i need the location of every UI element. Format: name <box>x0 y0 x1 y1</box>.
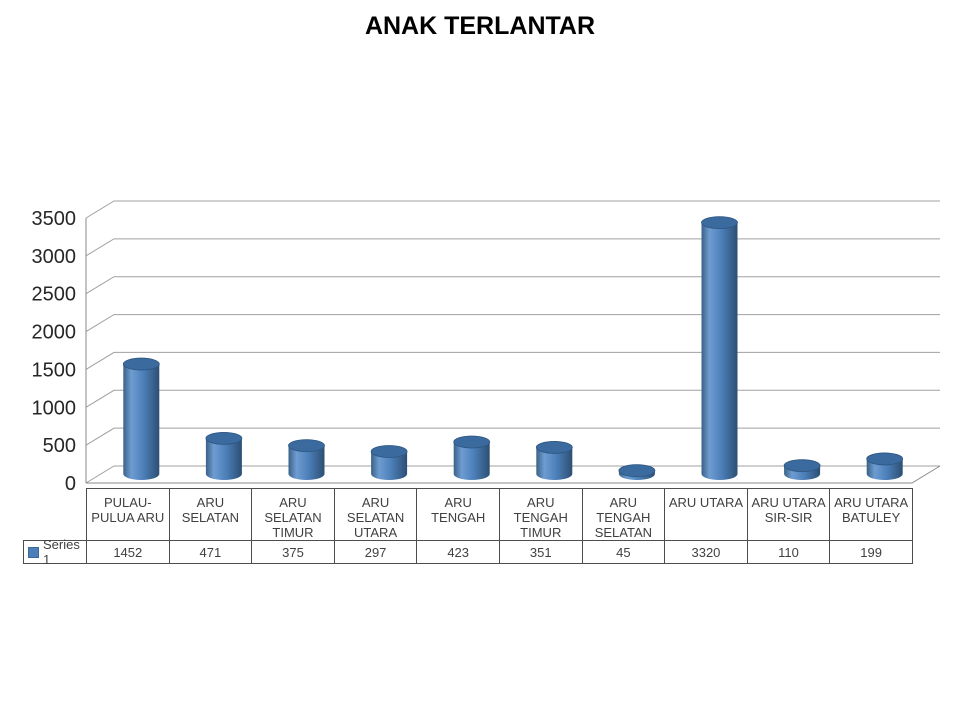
bar-top-cap <box>122 357 160 371</box>
category-cell: ARU SELATAN <box>168 489 252 540</box>
bar-cylinder <box>536 447 573 480</box>
bar-cylinder <box>784 465 821 480</box>
bar-cylinder <box>371 451 408 480</box>
value-cell: 351 <box>498 541 582 563</box>
bar-top-cap <box>866 452 904 466</box>
category-cell: ARU UTARA <box>664 489 747 540</box>
bar-top-cap <box>288 439 325 453</box>
bar-top-cap <box>701 216 738 230</box>
gridline <box>85 314 940 332</box>
bar-cylinder <box>123 364 160 480</box>
value-cell: 1452 <box>113 544 143 560</box>
gridline <box>85 389 940 408</box>
y-tick-label: 2000 <box>32 322 77 344</box>
data-value-row: 1452 471 375 297 423 351 45 3320 110 199 <box>86 540 913 564</box>
y-tick-label: 3000 <box>32 246 77 268</box>
series-label: Series 1 <box>43 537 80 567</box>
floor-edge <box>86 465 941 484</box>
value-cell: 45 <box>581 541 665 563</box>
chart-title: ANAK TERLANTAR <box>364 12 596 40</box>
legend-key: Series 1 <box>23 537 87 567</box>
value-cell: 471 <box>168 541 252 563</box>
value-cell: 297 <box>333 541 417 563</box>
gridline <box>85 238 940 257</box>
bar-top-cap <box>535 441 573 454</box>
series-marker-icon <box>28 546 39 558</box>
gridline <box>85 276 940 295</box>
gridline <box>85 465 940 484</box>
y-tick-label: 3500 <box>32 208 77 230</box>
bar-cylinder <box>453 441 490 480</box>
category-cell: ARU SELATAN TIMUR <box>251 489 334 540</box>
value-cell: 423 <box>416 541 499 563</box>
category-cell: ARU TENGAH TIMUR <box>498 489 582 540</box>
bar-top-cap <box>618 464 656 477</box>
gridline <box>85 427 940 446</box>
bar-top-cap <box>453 435 491 449</box>
bar-cylinder <box>288 445 325 480</box>
category-cell: PULAU- PULUA ARU <box>91 495 165 525</box>
bar-cylinder <box>618 470 655 480</box>
category-cell: ARU UTARA BATULEY <box>829 489 912 540</box>
bar-top-cap <box>205 431 243 445</box>
value-cell: 110 <box>746 541 830 563</box>
y-tick-label: 1500 <box>32 359 77 381</box>
category-cell: ARU UTARA SIR-SIR <box>746 489 830 540</box>
y-tick-label: 2500 <box>32 284 77 306</box>
value-cell: 3320 <box>664 541 747 563</box>
category-cell: ARU TENGAH SELATAN <box>581 489 665 540</box>
y-tick-label: 1000 <box>32 397 77 419</box>
bar-top-cap <box>783 459 821 473</box>
category-cell: ARU TENGAH <box>416 489 499 540</box>
bar-cylinder <box>205 438 242 480</box>
bar-top-cap <box>370 445 408 458</box>
value-cell: 375 <box>251 541 334 563</box>
gridline <box>85 200 940 219</box>
category-cell: ARU SELATAN UTARA <box>333 489 417 540</box>
y-tick-label: 500 <box>43 435 76 457</box>
gridline <box>85 351 940 370</box>
value-cell: 199 <box>829 541 912 563</box>
bar-cylinder <box>701 222 738 480</box>
y-tick-label: 0 <box>65 473 76 495</box>
category-header-row: PULAU- PULUA ARU ARU SELATAN ARU SELATAN T… <box>86 488 913 541</box>
